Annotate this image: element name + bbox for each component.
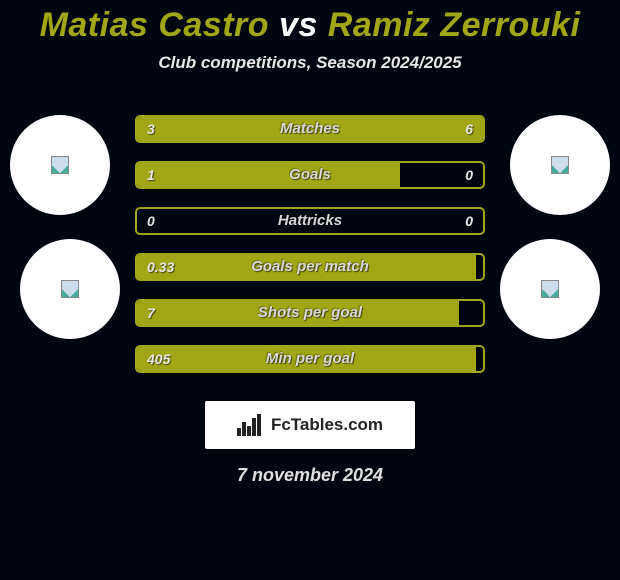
comparison-title: Matias Castro vs Ramiz Zerrouki — [0, 0, 620, 45]
stat-row: 0.33Goals per match — [135, 253, 485, 281]
broken-image-icon — [51, 156, 69, 174]
stat-bars: 36Matches 10Goals 00Hattricks 0.33Goals per… — [135, 115, 485, 391]
stat-label: Goals — [137, 163, 483, 187]
player2-club-circle — [500, 239, 600, 339]
stat-row: 405Min per goal — [135, 345, 485, 373]
stats-panel: 36Matches 10Goals 00Hattricks 0.33Goals per… — [0, 101, 620, 401]
player1-name: Matias Castro — [40, 6, 269, 44]
fctables-logo-icon — [237, 414, 265, 436]
brand-text: FcTables.com — [271, 415, 383, 435]
stat-label: Matches — [137, 117, 483, 141]
stat-row: 10Goals — [135, 161, 485, 189]
broken-image-icon — [61, 280, 79, 298]
stat-label: Goals per match — [137, 255, 483, 279]
broken-image-icon — [551, 156, 569, 174]
vs-word: vs — [279, 6, 318, 44]
broken-image-icon — [541, 280, 559, 298]
stat-row: 7Shots per goal — [135, 299, 485, 327]
subtitle: Club competitions, Season 2024/2025 — [0, 53, 620, 73]
stat-row: 36Matches — [135, 115, 485, 143]
brand-badge: FcTables.com — [205, 401, 415, 449]
player1-club-circle — [20, 239, 120, 339]
player1-photo-circle — [10, 115, 110, 215]
stat-label: Shots per goal — [137, 301, 483, 325]
player2-name: Ramiz Zerrouki — [328, 6, 581, 44]
stat-row: 00Hattricks — [135, 207, 485, 235]
snapshot-date: 7 november 2024 — [0, 465, 620, 486]
stat-label: Min per goal — [137, 347, 483, 371]
stat-label: Hattricks — [137, 209, 483, 233]
player2-photo-circle — [510, 115, 610, 215]
